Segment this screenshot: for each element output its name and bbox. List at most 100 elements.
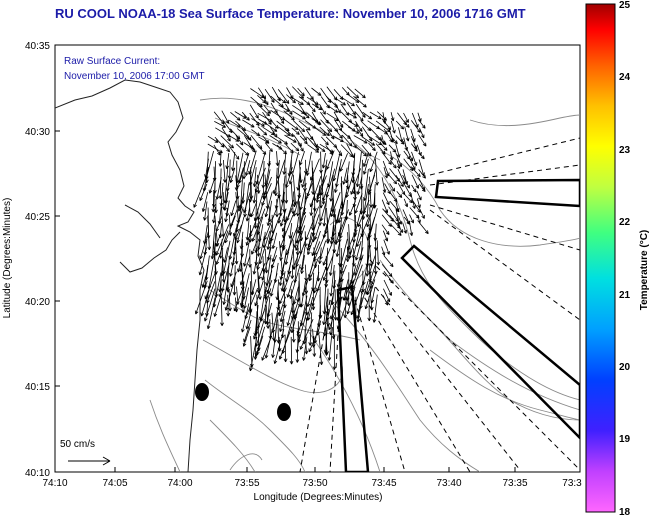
current-vector bbox=[243, 238, 251, 267]
current-vector bbox=[279, 310, 286, 332]
current-vector bbox=[204, 271, 216, 300]
current-vector bbox=[295, 334, 300, 353]
x-tick-label: 74:00 bbox=[167, 478, 192, 489]
current-vector bbox=[220, 296, 224, 326]
current-vector bbox=[292, 120, 306, 133]
current-vector bbox=[307, 214, 320, 248]
current-vector bbox=[355, 151, 362, 188]
current-vector bbox=[326, 112, 339, 122]
current-vector bbox=[225, 153, 230, 170]
current-vector bbox=[356, 297, 363, 323]
current-vector bbox=[310, 158, 320, 181]
current-vector bbox=[278, 263, 285, 286]
current-vector bbox=[322, 296, 328, 326]
current-vector bbox=[226, 294, 230, 317]
current-vector bbox=[383, 288, 391, 303]
current-vector bbox=[354, 88, 366, 99]
current-vector bbox=[254, 280, 264, 307]
current-vector bbox=[278, 326, 293, 360]
current-vector bbox=[398, 216, 403, 225]
current-vector bbox=[295, 238, 307, 268]
current-vector bbox=[265, 296, 271, 326]
current-vector bbox=[347, 231, 356, 251]
current-vector bbox=[204, 288, 216, 322]
current-vector bbox=[390, 224, 402, 236]
current-vector bbox=[286, 280, 293, 298]
current-vector bbox=[266, 224, 273, 250]
current-vector bbox=[389, 159, 397, 169]
current-vector-field bbox=[193, 86, 429, 372]
x-tick-label: 73:3 bbox=[562, 478, 582, 489]
current-vector bbox=[419, 183, 426, 193]
current-vector bbox=[262, 111, 272, 125]
current-vector bbox=[264, 328, 273, 359]
current-vector bbox=[377, 111, 387, 121]
current-vector bbox=[264, 191, 273, 218]
current-vector bbox=[397, 224, 403, 234]
current-vector bbox=[281, 208, 293, 232]
current-vector bbox=[354, 193, 363, 214]
current-vector bbox=[242, 119, 255, 128]
current-vector bbox=[255, 319, 265, 347]
current-vector bbox=[390, 112, 395, 122]
current-vector bbox=[264, 270, 273, 293]
current-vector bbox=[350, 168, 361, 195]
current-vector bbox=[410, 143, 418, 152]
current-vector bbox=[326, 295, 334, 321]
colorbar-tick: 25 bbox=[619, 0, 631, 11]
current-vector bbox=[199, 231, 209, 260]
x-tick-label: 73:45 bbox=[371, 478, 396, 489]
current-vector bbox=[256, 216, 264, 236]
current-vector bbox=[352, 225, 362, 259]
current-vector bbox=[313, 225, 320, 240]
current-vector bbox=[234, 111, 247, 119]
current-vector bbox=[286, 94, 296, 104]
current-vector bbox=[366, 201, 376, 228]
current-vector bbox=[320, 136, 329, 146]
current-vector bbox=[381, 135, 386, 145]
radar-site-marker bbox=[277, 403, 291, 421]
current-vector bbox=[230, 111, 241, 121]
current-vector bbox=[228, 232, 236, 260]
current-vector bbox=[252, 185, 257, 204]
current-vector bbox=[350, 264, 363, 296]
current-vector bbox=[283, 334, 288, 363]
current-vector bbox=[215, 216, 223, 232]
current-vector bbox=[382, 230, 389, 242]
current-vector bbox=[256, 238, 265, 271]
current-vector bbox=[355, 120, 363, 132]
current-vector bbox=[249, 336, 258, 372]
current-vector bbox=[223, 192, 229, 211]
current-vector bbox=[355, 127, 364, 137]
current-vector bbox=[257, 224, 264, 251]
current-vector bbox=[271, 304, 280, 333]
current-vector bbox=[307, 240, 313, 255]
current-vector bbox=[241, 111, 250, 121]
current-vector bbox=[237, 254, 243, 273]
current-vector bbox=[213, 144, 221, 156]
current-vector bbox=[224, 207, 228, 223]
current-vector bbox=[290, 311, 298, 334]
current-vector bbox=[271, 326, 277, 358]
current-vector bbox=[333, 111, 344, 128]
radar-site-marker bbox=[195, 383, 209, 401]
current-vector bbox=[252, 167, 257, 188]
current-vector bbox=[241, 295, 245, 313]
current-vector bbox=[213, 288, 224, 317]
current-vector bbox=[308, 328, 320, 353]
current-vector bbox=[267, 206, 272, 223]
current-vector bbox=[263, 176, 272, 196]
current-vector bbox=[291, 127, 300, 135]
current-vector bbox=[325, 337, 329, 355]
bay-shore bbox=[119, 231, 181, 273]
current-vector bbox=[248, 142, 256, 153]
beam-wedge-east bbox=[434, 178, 580, 208]
current-vector bbox=[353, 135, 368, 144]
current-vector bbox=[328, 310, 336, 331]
current-vector bbox=[257, 263, 266, 280]
current-vector bbox=[250, 201, 258, 218]
current-vector bbox=[410, 166, 421, 178]
current-vector bbox=[419, 127, 425, 139]
current-vector bbox=[346, 272, 351, 306]
current-vector bbox=[388, 144, 397, 153]
